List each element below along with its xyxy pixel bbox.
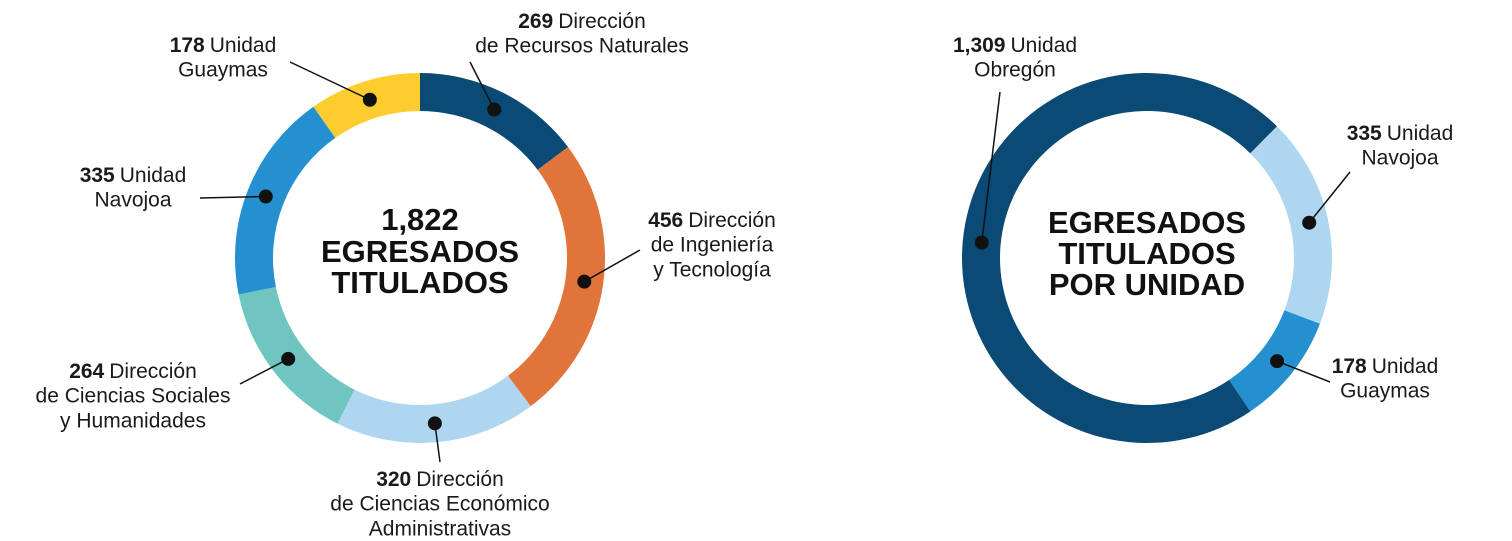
donut-segment — [337, 375, 531, 444]
leader-dot — [487, 102, 502, 117]
category-label: de Ciencias Sociales — [36, 385, 231, 408]
donut-segment — [507, 147, 605, 407]
donut-segment — [420, 73, 569, 170]
donut-segment — [962, 72, 1277, 443]
category-label: Dirección — [558, 10, 646, 33]
donut-segment — [238, 286, 355, 424]
value-label: 178 — [1332, 355, 1367, 378]
category-label: Unidad — [1372, 355, 1439, 378]
category-label: de Recursos Naturales — [475, 35, 689, 58]
category-label: y Tecnología — [653, 259, 771, 282]
segment-label: 320 Dirección — [376, 468, 504, 491]
leader-dot — [258, 189, 273, 204]
leader-line — [289, 61, 371, 101]
segment-label: 264 Dirección — [69, 360, 197, 383]
category-label: Unidad — [1387, 122, 1454, 145]
category-label: Dirección — [688, 209, 776, 232]
leader-dot — [1302, 215, 1317, 230]
center-title: TITULADOS — [1058, 236, 1235, 271]
category-label: Unidad — [210, 34, 277, 57]
leader-dot — [577, 274, 592, 289]
category-label: Guaymas — [1340, 380, 1430, 403]
leader-line — [980, 91, 1001, 243]
segment-label: 178 Unidad — [1332, 355, 1439, 378]
center-title: EGRESADOS — [1048, 205, 1246, 240]
center-title: EGRESADOS — [321, 234, 519, 269]
value-label: 269 — [518, 10, 553, 33]
category-label: Obregón — [974, 59, 1056, 82]
center-title: TITULADOS — [331, 265, 508, 300]
leader-line — [1276, 360, 1331, 383]
category-label: y Humanidades — [60, 410, 206, 433]
leader-line — [239, 358, 289, 385]
segment-label: 335 Unidad — [80, 164, 187, 187]
leader-dot — [974, 235, 989, 250]
leader-line — [583, 249, 641, 283]
value-label: 335 — [1347, 122, 1382, 145]
value-label: 178 — [170, 34, 205, 57]
category-label: Dirección — [416, 468, 504, 491]
segment-label: 1,309 Unidad — [953, 34, 1077, 57]
category-label: de Ingeniería — [651, 234, 774, 257]
segment-label: 178 Unidad — [170, 34, 277, 57]
leader-dot — [427, 416, 442, 431]
category-label: Administrativas — [369, 518, 511, 541]
category-label: Navojoa — [94, 189, 171, 212]
center-title: POR UNIDAD — [1049, 267, 1245, 302]
leader-line — [1308, 171, 1351, 224]
donut-segment — [1250, 126, 1332, 324]
value-label: 456 — [648, 209, 683, 232]
value-label: 320 — [376, 468, 411, 491]
center-total: 1,822 — [381, 202, 459, 237]
leader-line — [199, 195, 266, 199]
segment-label: 269 Dirección — [518, 10, 646, 33]
value-label: 264 — [69, 360, 104, 383]
segment-label: 456 Dirección — [648, 209, 776, 232]
segment-label: 335 Unidad — [1347, 122, 1454, 145]
category-label: Navojoa — [1361, 147, 1438, 170]
category-label: Unidad — [120, 164, 187, 187]
category-label: de Ciencias Económico — [330, 493, 549, 516]
value-label: 335 — [80, 164, 115, 187]
category-label: Unidad — [1011, 34, 1078, 57]
category-label: Dirección — [109, 360, 197, 383]
category-label: Guaymas — [178, 59, 268, 82]
leader-dot — [362, 92, 377, 107]
leader-dot — [1270, 354, 1285, 369]
leader-line — [469, 61, 495, 110]
leader-dot — [281, 351, 296, 366]
donut-segment — [235, 106, 336, 295]
value-label: 1,309 — [953, 34, 1006, 57]
